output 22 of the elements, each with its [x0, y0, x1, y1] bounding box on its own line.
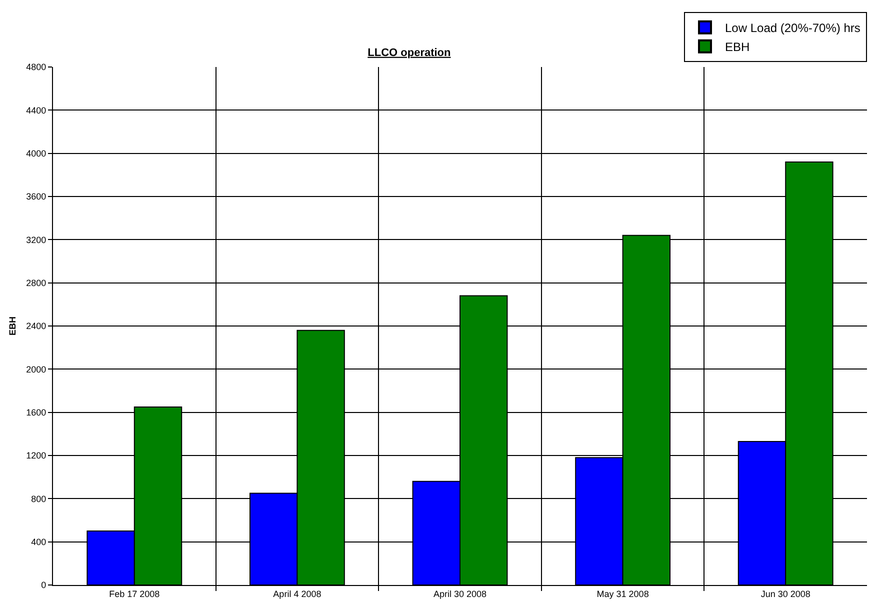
legend-label: EBH [725, 40, 750, 54]
y-tick-label: 4800 [26, 62, 46, 72]
x-tick-label: Feb 17 2008 [109, 588, 160, 599]
y-axis-title: EBH [8, 316, 18, 336]
y-tick-label: 0 [41, 580, 46, 590]
y-tick-label: 4000 [26, 148, 46, 158]
y-tick-label: 1600 [26, 407, 46, 418]
y-tick-label: 3200 [26, 234, 46, 245]
legend-label: Low Load (20%-70%) hrs [725, 21, 860, 35]
y-tick-label: 1200 [26, 450, 46, 461]
x-tick-label: Jun 30 2008 [760, 588, 810, 599]
x-tick-label: May 31 2008 [596, 588, 649, 599]
y-tick-label: 2400 [26, 321, 46, 332]
y-tick-label: 800 [31, 494, 46, 504]
y-tick-label: 2800 [26, 278, 46, 288]
y-tick-label: 400 [31, 536, 46, 547]
chart-title: LLCO operation [368, 46, 452, 59]
y-tick-label: 3600 [26, 192, 46, 202]
x-tick-label: April 30 2008 [433, 588, 487, 599]
y-tick-label: 4400 [26, 105, 46, 116]
x-tick-label: April 4 2008 [273, 588, 322, 599]
y-tick-label: 2000 [26, 364, 46, 374]
